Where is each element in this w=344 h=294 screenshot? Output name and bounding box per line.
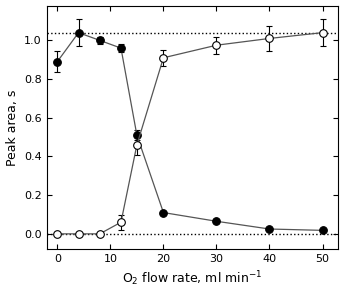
X-axis label: O$_2$ flow rate, ml min$^{-1}$: O$_2$ flow rate, ml min$^{-1}$ [122, 270, 263, 288]
Y-axis label: Peak area, s: Peak area, s [6, 89, 19, 166]
